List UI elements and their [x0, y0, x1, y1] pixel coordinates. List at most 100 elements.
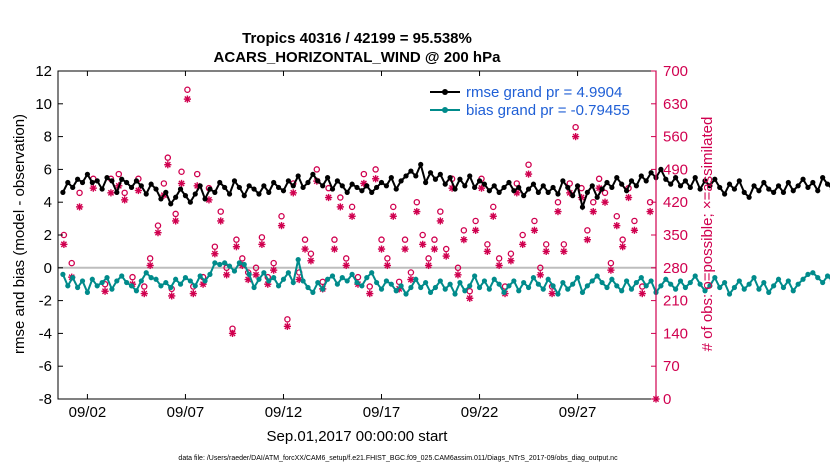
bias-point — [65, 283, 71, 289]
rmse-point — [349, 181, 355, 187]
bias-point — [295, 257, 301, 263]
obs-assimilated-marker — [483, 247, 491, 255]
bias-point — [251, 284, 257, 291]
obs-assimilated-marker — [372, 175, 380, 183]
obs-possible-marker — [239, 255, 246, 262]
obs-possible-marker — [584, 227, 591, 234]
obs-assimilated-marker — [164, 161, 172, 169]
bias-point — [437, 278, 443, 284]
rmse-point — [320, 183, 326, 189]
rmse-point — [60, 189, 66, 195]
bias-point — [315, 279, 321, 286]
bias-point — [75, 284, 81, 291]
bias-point — [207, 271, 213, 277]
bias-point — [560, 279, 566, 286]
bias-point — [427, 289, 434, 295]
bias-point — [226, 263, 233, 269]
obs-assimilated-marker — [572, 133, 580, 141]
rmse-point — [109, 178, 115, 184]
bias-point — [104, 275, 110, 281]
bias-point — [217, 261, 223, 268]
rmse-point — [722, 191, 728, 197]
rmse-point — [570, 193, 576, 199]
bias-point — [393, 288, 399, 294]
rmse-point — [824, 181, 830, 187]
obs-assimilated-marker — [613, 222, 621, 230]
bias-point — [275, 283, 282, 289]
rmse-point — [800, 176, 806, 182]
rmse-point — [619, 181, 625, 187]
obs-possible-marker — [193, 170, 201, 178]
obs-possible-marker — [121, 189, 128, 197]
obs-possible-marker — [331, 236, 338, 243]
rmse-point — [182, 193, 189, 199]
obs-assimilated-marker — [289, 189, 297, 197]
obs-assimilated-marker — [168, 292, 176, 300]
x-tick-label: 09/27 — [559, 404, 597, 421]
bias-point — [388, 281, 394, 287]
rmse-point — [364, 183, 370, 189]
rmse-point — [79, 179, 86, 186]
rmse-point — [741, 189, 747, 195]
bias-point — [442, 286, 448, 292]
bias-point — [128, 283, 135, 289]
rmse-point — [604, 179, 610, 186]
rmse-point — [290, 183, 296, 189]
y-right-tick-label: 70 — [663, 358, 680, 375]
obs-assimilated-marker — [389, 212, 397, 220]
bias-point — [408, 284, 414, 291]
y-left-tick-label: 4 — [44, 194, 52, 211]
obs-assimilated-marker — [330, 245, 339, 253]
obs-possible-marker — [252, 264, 260, 272]
obs-possible-marker — [348, 203, 356, 211]
rmse-point — [491, 183, 497, 189]
bias-point — [197, 273, 203, 279]
bias-point — [511, 278, 517, 284]
rmse-point — [668, 181, 674, 187]
x-tick-label: 09/12 — [265, 404, 303, 421]
bias-point — [124, 279, 130, 286]
rmse-point — [673, 175, 679, 181]
chart-title-line1: Tropics 40316 / 42199 = 95.538% — [242, 30, 472, 47]
rmse-point — [815, 188, 821, 194]
obs-possible-marker — [211, 243, 219, 250]
rmse-point — [300, 184, 306, 191]
bias-point — [300, 278, 306, 284]
rmse-point — [246, 183, 252, 189]
bias-point — [84, 289, 91, 295]
bias-point — [810, 270, 816, 276]
bias-point — [565, 286, 571, 292]
obs-possible-marker — [278, 213, 285, 220]
rmse-point — [197, 183, 203, 189]
rmse-point — [609, 184, 615, 191]
rmse-point — [790, 188, 796, 194]
bias-point — [766, 289, 772, 295]
bias-point — [138, 278, 144, 284]
rmse-point — [565, 184, 571, 191]
y-left-tick-label: -2 — [39, 293, 52, 310]
rmse-point — [236, 184, 242, 191]
obs-possible-marker — [437, 208, 444, 215]
rmse-point — [256, 191, 262, 197]
rmse-point — [168, 201, 174, 207]
obs-assimilated-marker — [283, 322, 291, 330]
rmse-point — [447, 175, 453, 181]
obs-assimilated-marker — [75, 203, 84, 211]
y-left-tick-label: -6 — [39, 358, 52, 375]
rmse-point — [143, 191, 149, 197]
bias-point — [677, 278, 684, 284]
legend-bias-label: bias grand pr = -0.79455 — [466, 102, 630, 119]
obs-possible-marker — [542, 241, 550, 248]
bias-point — [731, 284, 738, 291]
obs-possible-marker — [141, 283, 148, 290]
obs-assimilated-marker — [619, 243, 627, 251]
obs-assimilated-marker — [489, 212, 497, 220]
bias-point — [682, 284, 689, 291]
y-left-tick-label: 6 — [44, 161, 52, 178]
bias-point — [658, 283, 664, 289]
obs-possible-marker — [401, 236, 409, 243]
bias-point — [795, 281, 801, 287]
bias-point — [153, 276, 159, 282]
bias-point — [457, 279, 463, 286]
rmse-point — [599, 186, 605, 192]
